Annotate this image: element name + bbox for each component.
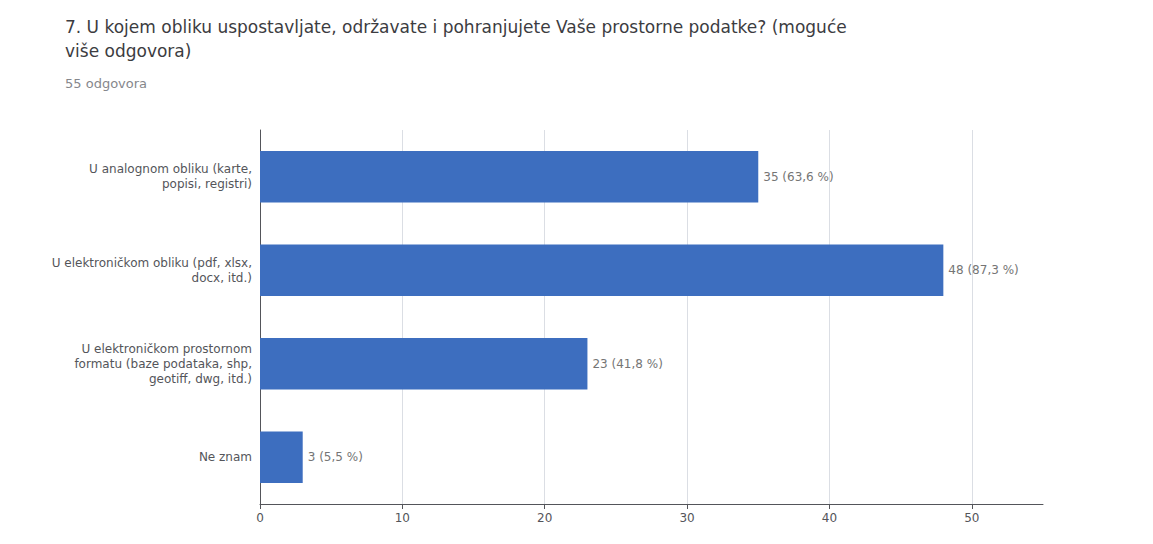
svg-text:40: 40 xyxy=(822,511,837,525)
svg-text:U analognom obliku (karte,: U analognom obliku (karte, xyxy=(89,162,252,176)
svg-text:7. U kojem obliku uspostavljat: 7. U kojem obliku uspostavljate, održava… xyxy=(65,17,847,37)
svg-text:30: 30 xyxy=(679,511,694,525)
svg-text:55 odgovora: 55 odgovora xyxy=(65,76,147,91)
svg-text:50: 50 xyxy=(964,511,979,525)
svg-text:geotiff, dwg, itd.): geotiff, dwg, itd.) xyxy=(149,372,252,386)
svg-text:3 (5,5 %): 3 (5,5 %) xyxy=(308,450,363,464)
svg-text:docx, itd.): docx, itd.) xyxy=(192,271,252,285)
svg-text:U elektroničkom prostornom: U elektroničkom prostornom xyxy=(81,342,252,356)
svg-text:23 (41,8 %): 23 (41,8 %) xyxy=(592,357,662,371)
svg-text:48 (87,3 %): 48 (87,3 %) xyxy=(948,263,1018,277)
svg-text:U elektroničkom obliku (pdf, x: U elektroničkom obliku (pdf, xlsx, xyxy=(52,256,252,270)
svg-text:Ne znam: Ne znam xyxy=(199,450,252,464)
svg-text:popisi, registri): popisi, registri) xyxy=(162,177,252,191)
svg-text:20: 20 xyxy=(537,511,552,525)
svg-text:više odgovora): više odgovora) xyxy=(65,41,191,61)
svg-text:10: 10 xyxy=(395,511,410,525)
svg-text:formatu (baze podataka, shp,: formatu (baze podataka, shp, xyxy=(74,357,252,371)
svg-text:35 (63,6 %): 35 (63,6 %) xyxy=(763,170,833,184)
svg-text:0: 0 xyxy=(256,511,264,525)
